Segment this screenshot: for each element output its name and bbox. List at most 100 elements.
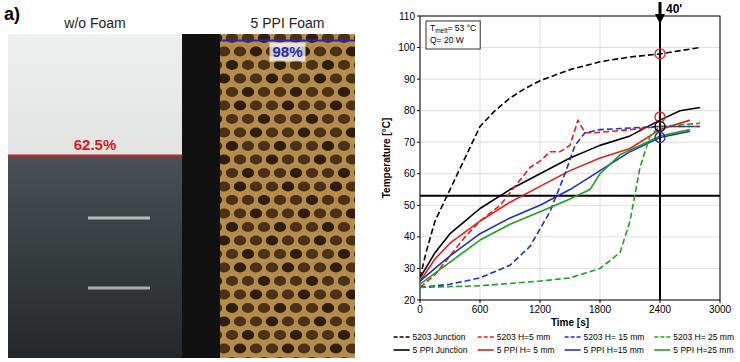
foam-pore <box>274 168 286 178</box>
legend-label: 5 PPI Junction <box>413 345 468 355</box>
foam-pore <box>234 182 246 192</box>
foam-pore <box>258 276 270 286</box>
label-patch <box>269 42 305 61</box>
foam-pore <box>226 34 238 43</box>
series-line <box>420 120 700 287</box>
plot-frame <box>420 16 720 300</box>
foam-pore <box>346 155 355 165</box>
tick-label: 600 <box>472 304 489 315</box>
foam-pore <box>266 344 278 354</box>
plot-data <box>420 16 720 300</box>
foam-pore <box>314 209 326 219</box>
foam-pore <box>226 168 238 178</box>
tick-label: 90 <box>404 74 416 85</box>
info-text: Tmelt= 53 °C <box>430 23 476 34</box>
foam-pore <box>220 303 222 313</box>
foam-pore <box>220 276 222 286</box>
foam-pore <box>282 290 294 300</box>
foam-pore <box>354 330 355 340</box>
foam-pore <box>226 114 238 124</box>
foam-pore <box>258 303 270 313</box>
foam-pore <box>322 357 334 358</box>
foam-pore <box>330 74 342 84</box>
foam-pore <box>354 87 355 97</box>
melt-line <box>8 155 182 157</box>
foam-pore <box>220 168 222 178</box>
foam-pore <box>274 141 286 151</box>
tick-label: 100 <box>398 42 415 53</box>
foam-pore <box>220 101 230 111</box>
foam-pore <box>346 290 355 300</box>
info-text-part: Q= 20 W <box>430 35 464 45</box>
photo-title: 5 PPI Foam <box>251 15 325 31</box>
foam-pore <box>346 236 355 246</box>
foam-pore <box>226 141 238 151</box>
foam-pore <box>290 60 302 70</box>
foam-base <box>220 34 355 358</box>
foam-pore <box>314 101 326 111</box>
foam-pore <box>354 276 355 286</box>
foam-pore <box>338 303 350 313</box>
foam-pore <box>234 47 246 57</box>
foam-pore <box>346 344 355 354</box>
foam-pore <box>266 128 278 138</box>
grid-line <box>480 16 481 300</box>
grid-line <box>420 79 720 80</box>
tick-label: 3000 <box>709 304 732 315</box>
foam-pore <box>290 195 302 205</box>
photo-separator <box>182 34 220 358</box>
foam-pore <box>220 47 230 57</box>
legend-item: 5 PPI H= 5 mm <box>478 345 555 355</box>
foam-pore <box>290 87 302 97</box>
foam-pore <box>250 209 262 219</box>
foam-pore <box>290 114 302 124</box>
foam-pore <box>226 195 238 205</box>
foam-pore <box>354 249 355 259</box>
foam-pore <box>250 236 262 246</box>
legend-swatch <box>654 349 670 351</box>
series-line <box>420 126 700 287</box>
foam-pore <box>220 249 222 259</box>
highlight-circle <box>655 121 665 131</box>
foam-pore <box>242 60 254 70</box>
foam-pore <box>282 74 294 84</box>
foam-pore <box>220 357 222 358</box>
foam-pore <box>234 236 246 246</box>
foam-pore <box>346 317 355 327</box>
series-line <box>420 130 690 285</box>
highlight-circle <box>655 132 665 142</box>
foam-pore <box>298 344 310 354</box>
info-box: Tmelt= 53 °CQ= 20 W <box>426 21 480 49</box>
foam-pore <box>226 222 238 232</box>
foam-pore <box>346 101 355 111</box>
foam-pore <box>226 357 238 358</box>
melt-temperature-line <box>420 195 720 197</box>
foam-pore <box>250 263 262 273</box>
foam-pore <box>338 141 350 151</box>
foam-pore <box>242 276 254 286</box>
thermocouple <box>88 287 150 290</box>
foam-pore <box>306 141 318 151</box>
legend-item: 5 PPI H=15 mm <box>565 345 644 355</box>
foam-pore <box>314 128 326 138</box>
foam-pore <box>298 74 310 84</box>
foam-pore <box>330 236 342 246</box>
foam-pore <box>242 249 254 259</box>
foam-pore <box>274 114 286 124</box>
foam-pore <box>250 290 262 300</box>
foam-pore <box>338 276 350 286</box>
foam-pore <box>330 344 342 354</box>
legend-swatch <box>394 336 410 338</box>
foam-pore <box>234 344 246 354</box>
foam-pore <box>266 155 278 165</box>
foam-pore <box>258 168 270 178</box>
foam-pore <box>298 290 310 300</box>
grid-line <box>420 205 720 206</box>
tick-label: 80 <box>404 105 416 116</box>
foam-pore <box>266 263 278 273</box>
foam-pore <box>242 168 254 178</box>
foam-pore <box>322 34 334 43</box>
photo <box>8 34 182 358</box>
foam-pore <box>306 357 318 358</box>
foam-pore <box>282 128 294 138</box>
